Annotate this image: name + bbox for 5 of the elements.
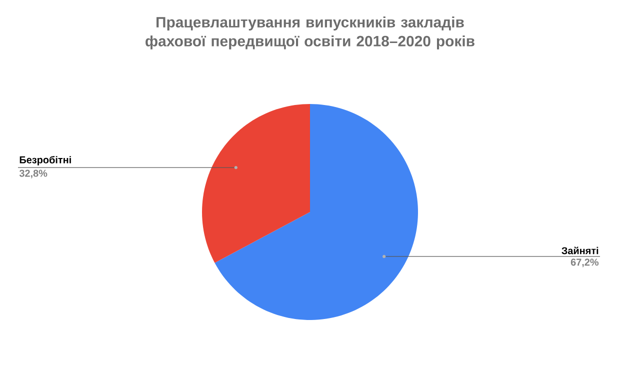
chart-title: Працевлаштування випускників закладів фахової передвищої освіти 2018–2020 років [146,16,474,50]
slice-label: Зайняті [562,246,598,254]
data-label: 32,8% [19,170,48,178]
data-label: 67,2% [570,258,599,268]
slice-label: Безробітні [20,156,71,166]
